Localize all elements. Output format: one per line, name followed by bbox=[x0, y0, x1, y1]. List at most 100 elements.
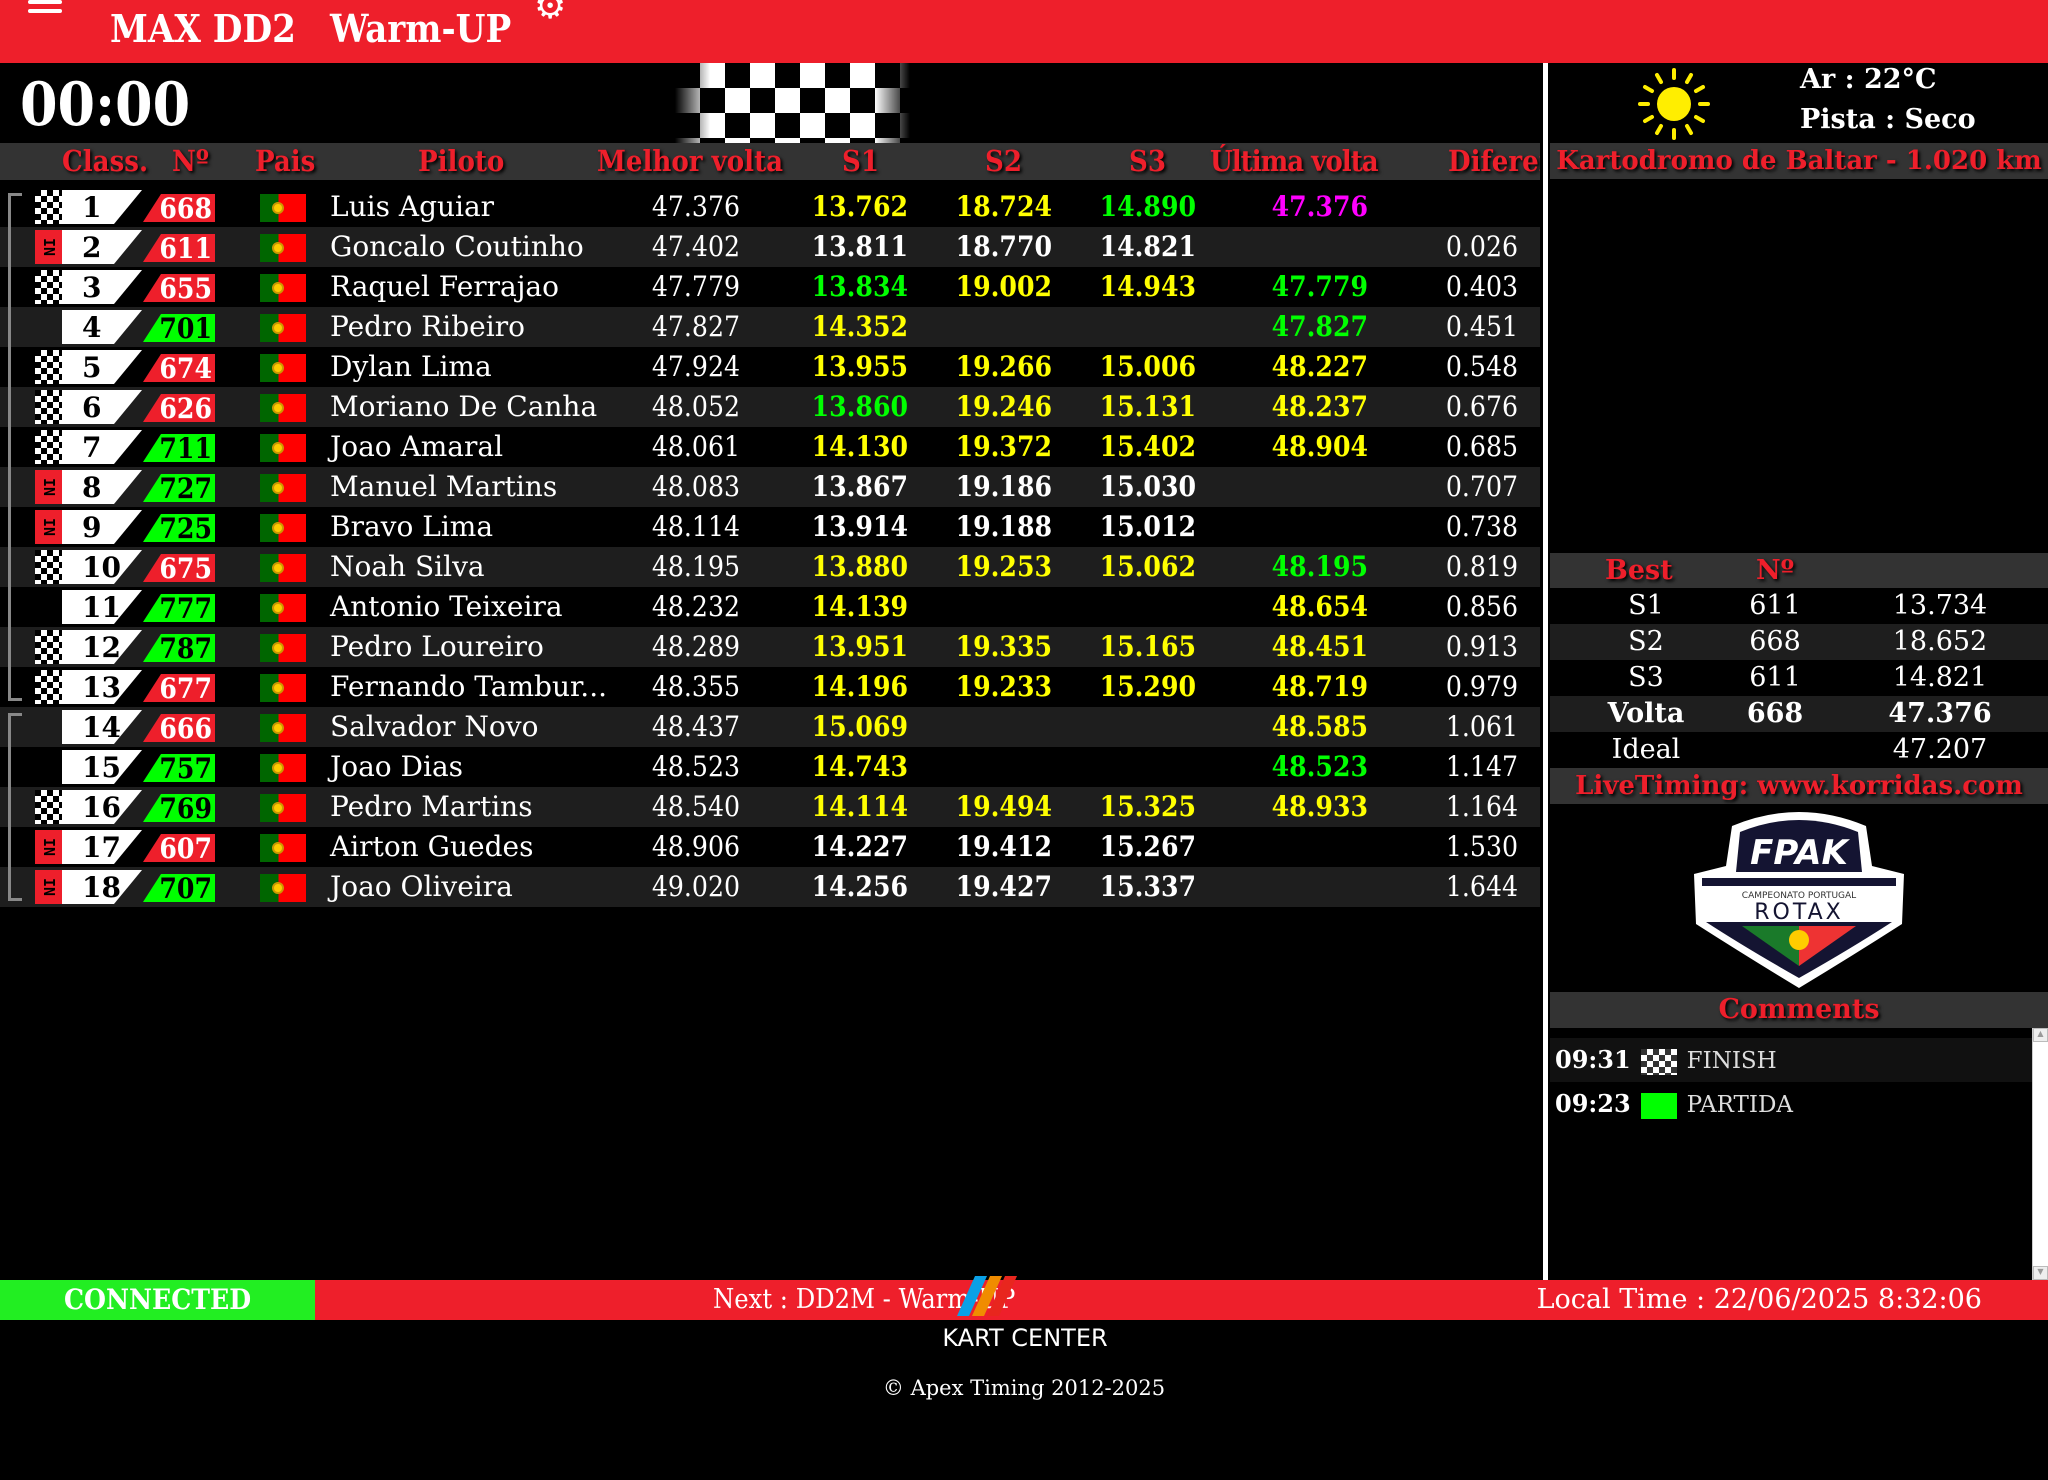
col-last-lap[interactable]: Última volta bbox=[1210, 144, 1379, 178]
portugal-flag-icon bbox=[260, 194, 306, 222]
comments-scrollbar[interactable]: ▲ ▼ bbox=[2032, 1028, 2048, 1280]
portugal-flag-icon bbox=[260, 594, 306, 622]
checkered-flag-icon bbox=[35, 350, 62, 384]
checkered-flag-icon bbox=[35, 190, 62, 224]
table-row[interactable]: 5 674 Dylan Lima 47.924 13.955 19.266 15.006 48… bbox=[0, 347, 1540, 387]
gap: 0.979 bbox=[1445, 670, 1518, 703]
sector-2: 19.427 bbox=[955, 870, 1052, 903]
col-best-lap[interactable]: Melhor volta bbox=[597, 144, 784, 178]
col-driver[interactable]: Piloto bbox=[418, 144, 505, 178]
last-lap: 48.451 bbox=[1271, 630, 1368, 663]
best-header: Best Nº bbox=[1550, 553, 2048, 589]
portugal-flag-icon bbox=[260, 834, 306, 862]
portugal-flag-icon bbox=[260, 394, 306, 422]
driver-name: Dylan Lima bbox=[330, 350, 492, 383]
table-row[interactable]: 15 757 Joao Dias 48.523 14.743 48.523 1.147 bbox=[0, 747, 1540, 787]
comment-text: PARTIDA bbox=[1686, 1092, 1794, 1118]
hamburger-icon[interactable] bbox=[28, 0, 62, 14]
checkered-flag-icon bbox=[1640, 1049, 1677, 1075]
group-bracket bbox=[8, 713, 22, 901]
sector-2: 19.372 bbox=[955, 430, 1052, 463]
position: 7 bbox=[62, 430, 142, 464]
driver-name: Pedro Loureiro bbox=[330, 630, 544, 663]
best-lap: 48.355 bbox=[651, 670, 740, 703]
table-row[interactable]: IN 17 607 Airton Guedes 48.906 14.227 19.412 15… bbox=[0, 827, 1540, 867]
table-row[interactable]: 14 666 Salvador Novo 48.437 15.069 48.585 1.06… bbox=[0, 707, 1540, 747]
table-row[interactable]: IN 8 727 Manuel Martins 48.083 13.867 19.186 15… bbox=[0, 467, 1540, 507]
gap: 0.026 bbox=[1445, 230, 1518, 263]
scroll-up-icon[interactable]: ▲ bbox=[2033, 1028, 2048, 1042]
comment-time: 09:23 bbox=[1555, 1089, 1631, 1118]
kart-number: 675 bbox=[143, 554, 215, 582]
driver-name: Pedro Ribeiro bbox=[330, 310, 525, 343]
table-row[interactable]: 16 769 Pedro Martins 48.540 14.114 19.494 15.3… bbox=[0, 787, 1540, 827]
table-row[interactable]: IN 9 725 Bravo Lima 48.114 13.914 19.188 15.012… bbox=[0, 507, 1540, 547]
best-label: Volta bbox=[1607, 698, 1685, 729]
best-lap: 47.376 bbox=[651, 190, 740, 223]
kart-number: 769 bbox=[143, 794, 215, 822]
gear-icon[interactable]: ⚙ bbox=[534, 0, 567, 27]
position: 16 bbox=[62, 790, 142, 824]
pit-in-badge: IN bbox=[35, 510, 62, 544]
portugal-flag-icon bbox=[260, 794, 306, 822]
pit-in-badge: IN bbox=[35, 870, 62, 904]
table-row[interactable]: 11 777 Antonio Teixeira 48.232 14.139 48.654 0… bbox=[0, 587, 1540, 627]
table-row[interactable]: IN 18 707 Joao Oliveira 49.020 14.256 19.427 15… bbox=[0, 867, 1540, 907]
divider bbox=[1543, 63, 1548, 1280]
table-row[interactable]: 1 668 Luis Aguiar 47.376 13.762 18.724 14.890 4… bbox=[0, 187, 1540, 227]
kart-number: 777 bbox=[143, 594, 215, 622]
fpak-rotax-logo: FPAK CAMPEONATO PORTUGAL ROTAX bbox=[1694, 812, 1904, 988]
best-row: S2 668 18.652 bbox=[1550, 624, 2048, 660]
driver-name: Antonio Teixeira bbox=[330, 590, 563, 623]
kart-number: 725 bbox=[143, 514, 215, 542]
table-header: Class. Nº Pais Piloto Melhor volta S1 S2… bbox=[0, 143, 1540, 180]
sector-1: 14.227 bbox=[811, 830, 908, 863]
sector-1: 14.256 bbox=[811, 870, 908, 903]
table-row[interactable]: 6 626 Moriano De Canha 48.052 13.860 19.246 15… bbox=[0, 387, 1540, 427]
sector-1: 14.114 bbox=[811, 790, 908, 823]
position: 18 bbox=[62, 870, 142, 904]
driver-name: Joao Dias bbox=[330, 750, 463, 783]
table-row[interactable]: 12 787 Pedro Loureiro 48.289 13.951 19.335 15.… bbox=[0, 627, 1540, 667]
last-lap: 48.195 bbox=[1271, 550, 1368, 583]
table-row[interactable]: 13 677 Fernando Tambur... 48.355 14.196 19.23… bbox=[0, 667, 1540, 707]
sector-2: 18.724 bbox=[955, 190, 1052, 223]
sector-2: 19.494 bbox=[955, 790, 1052, 823]
sector-3: 15.290 bbox=[1099, 670, 1196, 703]
table-row[interactable]: 7 711 Joao Amaral 48.061 14.130 19.372 15.402 4… bbox=[0, 427, 1540, 467]
scroll-down-icon[interactable]: ▼ bbox=[2033, 1266, 2048, 1280]
last-lap: 47.827 bbox=[1271, 310, 1368, 343]
col-gap[interactable]: Diferença bbox=[1448, 144, 1540, 178]
table-row[interactable]: IN 2 611 Goncalo Coutinho 47.402 13.811 18.770… bbox=[0, 227, 1540, 267]
portugal-flag-icon bbox=[260, 314, 306, 342]
results-table: 1 668 Luis Aguiar 47.376 13.762 18.724 14.890 4… bbox=[0, 187, 1540, 907]
table-row[interactable]: 10 675 Noah Silva 48.195 13.880 19.253 15.062 4… bbox=[0, 547, 1540, 587]
position: 3 bbox=[62, 270, 142, 304]
kart-number: 611 bbox=[143, 234, 215, 262]
col-s3[interactable]: S3 bbox=[1129, 144, 1167, 178]
best-lap: 48.232 bbox=[651, 590, 740, 623]
col-number[interactable]: Nº bbox=[172, 144, 209, 178]
best-row: S3 611 14.821 bbox=[1550, 660, 2048, 696]
col-s1[interactable]: S1 bbox=[842, 144, 880, 178]
kart-number: 707 bbox=[143, 874, 215, 902]
driver-name: Raquel Ferrajao bbox=[330, 270, 559, 303]
checkered-flag-icon bbox=[35, 390, 62, 424]
driver-name: Noah Silva bbox=[330, 550, 485, 583]
checkered-flag-icon bbox=[35, 790, 62, 824]
table-row[interactable]: 4 701 Pedro Ribeiro 47.827 14.352 47.827 0.451 bbox=[0, 307, 1540, 347]
sector-1: 13.914 bbox=[811, 510, 908, 543]
gap: 0.676 bbox=[1445, 390, 1518, 423]
livetiming-link[interactable]: LiveTiming: www.korridas.com bbox=[1550, 768, 2048, 804]
sector-3: 15.012 bbox=[1099, 510, 1196, 543]
portugal-flag-icon bbox=[260, 674, 306, 702]
driver-name: Goncalo Coutinho bbox=[330, 230, 584, 263]
col-class[interactable]: Class. bbox=[62, 144, 149, 178]
sector-1: 13.762 bbox=[811, 190, 908, 223]
col-s2[interactable]: S2 bbox=[985, 144, 1023, 178]
col-country[interactable]: Pais bbox=[255, 144, 316, 178]
portugal-flag-icon bbox=[260, 754, 306, 782]
comment-item: 09:31 FINISH bbox=[1550, 1038, 2032, 1082]
best-lap: 48.061 bbox=[651, 430, 740, 463]
table-row[interactable]: 3 655 Raquel Ferrajao 47.779 13.834 19.002 14.… bbox=[0, 267, 1540, 307]
